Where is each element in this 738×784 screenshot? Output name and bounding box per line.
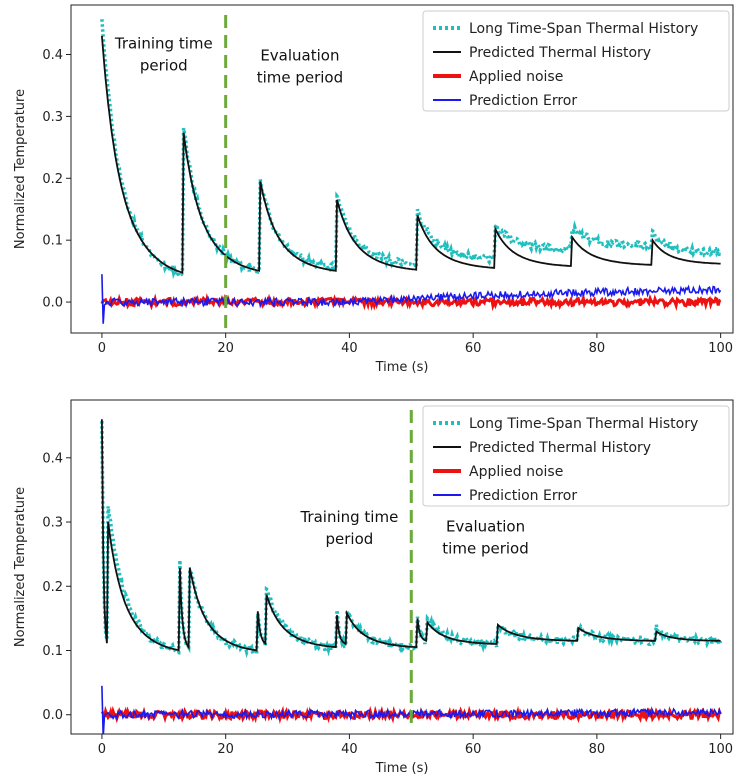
period-annotation: Evaluation time period <box>442 518 528 558</box>
x-tick: 0 <box>98 333 106 356</box>
y-tick: 0.1 <box>42 234 71 249</box>
legend-label: Predicted Thermal History <box>469 440 651 456</box>
legend: Long Time-Span Thermal History Predicted … <box>422 405 730 507</box>
x-tick-label: 20 <box>217 341 234 356</box>
x-axis-label: Time (s) <box>375 761 429 776</box>
legend-item: Applied noise <box>433 69 563 85</box>
y-tick: 0.2 <box>42 172 71 187</box>
legend-label: Long Time-Span Thermal History <box>469 21 698 37</box>
y-tick: 0.3 <box>42 110 71 125</box>
x-tick-label: 0 <box>98 341 106 356</box>
legend-item: Prediction Error <box>433 93 577 109</box>
y-tick: 0.0 <box>42 708 71 723</box>
y-axis-label: Normalized Temperature <box>13 487 28 647</box>
x-tick: 20 <box>217 333 234 356</box>
series-predicted-thermal-history <box>101 419 721 652</box>
x-tick: 0 <box>98 734 106 757</box>
legend-label: Applied noise <box>469 464 563 480</box>
series-long-time-span-thermal-history <box>100 19 722 281</box>
legend-label: Applied noise <box>469 69 563 85</box>
y-tick: 0.2 <box>42 580 71 595</box>
y-tick-label: 0.3 <box>42 516 63 531</box>
y-tick-label: 0.3 <box>42 110 63 125</box>
x-tick: 40 <box>341 734 358 757</box>
y-tick-label: 0.1 <box>42 234 63 249</box>
y-tick-label: 0.2 <box>42 172 63 187</box>
plot-frame <box>70 4 734 334</box>
legend-label: Long Time-Span Thermal History <box>469 416 698 432</box>
x-tick-label: 40 <box>341 341 358 356</box>
x-tick: 100 <box>708 333 733 356</box>
legend: Long Time-Span Thermal History Predicted … <box>422 10 730 112</box>
x-tick-label: 100 <box>708 742 733 757</box>
x-tick-label: 40 <box>341 742 358 757</box>
legend-label: Prediction Error <box>469 93 577 109</box>
x-tick: 80 <box>589 333 606 356</box>
y-tick: 0.1 <box>42 644 71 659</box>
period-annotation: Training time period <box>299 508 398 548</box>
y-tick-label: 0.2 <box>42 580 63 595</box>
legend-label: Prediction Error <box>469 488 577 504</box>
x-tick: 60 <box>465 333 482 356</box>
legend-item: Predicted Thermal History <box>433 45 651 61</box>
bottom-chart-svg: 0 20 40 60 80 100 0.0 0.1 0.2 0.3 0.4 Time (s) Norma… <box>13 399 734 776</box>
x-tick-label: 60 <box>465 341 482 356</box>
x-axis-label: Time (s) <box>375 360 429 375</box>
x-tick: 40 <box>341 333 358 356</box>
x-tick: 80 <box>589 734 606 757</box>
legend-item: Long Time-Span Thermal History <box>433 21 698 37</box>
x-tick: 20 <box>217 734 234 757</box>
series-predicted-thermal-history <box>101 35 721 274</box>
series-prediction-error <box>101 274 722 324</box>
x-tick: 100 <box>708 734 733 757</box>
x-tick: 60 <box>465 734 482 757</box>
legend-item: Predicted Thermal History <box>433 440 651 456</box>
x-tick-label: 20 <box>217 742 234 757</box>
legend-label: Predicted Thermal History <box>469 45 651 61</box>
y-tick: 0.0 <box>42 296 71 311</box>
period-annotation: Training time period <box>114 34 213 74</box>
y-tick-label: 0.4 <box>42 451 63 466</box>
x-tick-label: 0 <box>98 742 106 757</box>
legend-item: Long Time-Span Thermal History <box>433 416 698 432</box>
legend-item: Applied noise <box>433 464 563 480</box>
y-tick: 0.4 <box>42 48 71 63</box>
plot-frame <box>70 399 734 735</box>
x-tick-label: 80 <box>589 341 606 356</box>
top-chart: 0 20 40 60 80 100 0.0 0.1 0.2 0.3 0.4 Time (s) Norma… <box>0 0 738 390</box>
y-tick-label: 0.1 <box>42 644 63 659</box>
y-tick-label: 0.0 <box>42 296 63 311</box>
x-tick-label: 100 <box>708 341 733 356</box>
y-tick: 0.3 <box>42 516 71 531</box>
bottom-chart: 0 20 40 60 80 100 0.0 0.1 0.2 0.3 0.4 Time (s) Norma… <box>0 395 738 784</box>
y-tick-label: 0.0 <box>42 708 63 723</box>
legend-item: Prediction Error <box>433 488 577 504</box>
x-tick-label: 80 <box>589 742 606 757</box>
y-tick-label: 0.4 <box>42 48 63 63</box>
y-tick: 0.4 <box>42 451 71 466</box>
y-axis-label: Normalized Temperature <box>13 89 28 249</box>
period-annotation: Evaluation time period <box>257 47 343 87</box>
x-tick-label: 60 <box>465 742 482 757</box>
top-chart-svg: 0 20 40 60 80 100 0.0 0.1 0.2 0.3 0.4 Time (s) Norma… <box>13 4 734 375</box>
